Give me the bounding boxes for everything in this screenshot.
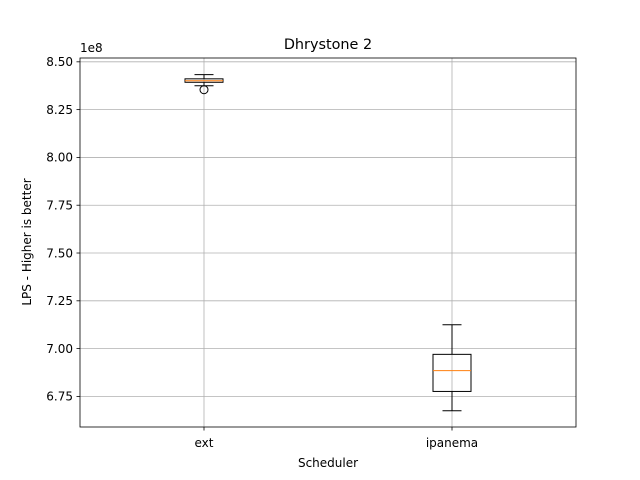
x-axis-label: Scheduler (298, 456, 358, 470)
y-tick-label: 7.50 (46, 246, 73, 260)
box-marks (184, 74, 472, 412)
y-tick-label: 6.75 (46, 390, 73, 404)
y-tick-label: 8.00 (46, 151, 73, 165)
y-tick-label: 7.25 (46, 294, 73, 308)
plot-frame (79, 57, 577, 428)
outlier-point (199, 85, 209, 95)
box-ext (184, 74, 224, 95)
y-tick-label: 7.75 (46, 199, 73, 213)
y-offset-label: 1e8 (80, 41, 103, 55)
y-tick-label: 7.00 (46, 342, 73, 356)
box-body (432, 353, 472, 392)
y-axis-label: LPS - Higher is better (20, 178, 34, 305)
y-tick-label: 8.50 (46, 55, 73, 69)
x-tick-label: ipanema (426, 436, 478, 450)
box-ipanema (432, 324, 472, 412)
axis-ticks: 6.75 7.00 7.25 7.50 7.75 8.00 8.25 8.50 ext ipane… (46, 55, 478, 450)
x-tick-label: ext (195, 436, 214, 450)
grid-lines (80, 58, 576, 427)
chart-title: Dhrystone 2 (284, 37, 372, 53)
y-tick-label: 8.25 (46, 103, 73, 117)
